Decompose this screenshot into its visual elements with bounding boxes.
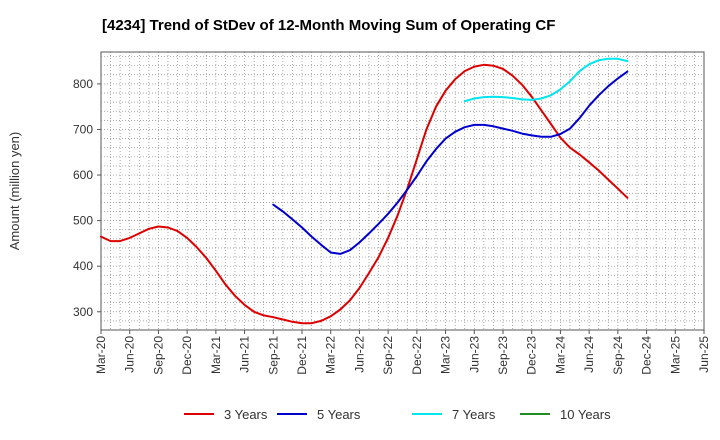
series-line-7-years [463,57,629,103]
legend-10-years-label: 10 Years [560,407,611,422]
x-tick-label: Jun-24 [582,336,596,373]
plot-frame [100,51,705,331]
x-tick-label: Mar-22 [324,336,338,374]
plot-area [100,51,705,331]
y-axis-ticks: 300 400 500 600 700 800 [73,77,101,319]
series-line-5-years [272,70,629,255]
x-tick-label: Jun-20 [123,336,137,373]
legend-3-years-label: 3 Years [224,407,268,422]
x-tick-label: Sep-20 [151,336,165,375]
x-tick-label: Sep-23 [496,336,510,375]
y-tick-label: 800 [73,77,93,91]
x-tick-label: Mar-25 [668,336,682,374]
x-tick-label: Dec-23 [525,336,539,375]
x-tick-label: Mar-23 [439,336,453,374]
x-tick-label: Jun-21 [238,336,252,373]
y-axis-label: Amount (million yen) [7,132,22,251]
y-tick-label: 700 [73,122,93,136]
x-tick-label: Mar-20 [94,336,108,374]
y-tick-label: 500 [73,214,93,228]
y-tick-label: 600 [73,168,93,182]
x-axis-ticks: Mar-20 Jun-20 Sep-20 Dec-20 Mar-21 Jun-21 Sep-… [94,330,711,375]
x-tick-label: Dec-21 [295,336,309,375]
x-tick-label: Sep-24 [611,336,625,375]
x-tick-label: Jun-23 [467,336,481,373]
legend: 3 Years 5 Years 7 Years 10 Years [184,407,611,422]
x-tick-label: Sep-21 [266,336,280,375]
chart-title: [4234] Trend of StDev of 12-Month Moving… [102,17,555,34]
legend-7-years-label: 7 Years [452,407,496,422]
legend-5-years-label: 5 Years [317,407,361,422]
x-tick-label: Jun-25 [697,336,711,373]
x-tick-label: Dec-24 [640,336,654,375]
series-lines [100,57,629,325]
x-tick-label: Mar-21 [209,336,223,374]
x-tick-label: Dec-20 [180,336,194,375]
x-tick-label: Jun-22 [352,336,366,373]
y-tick-label: 400 [73,259,93,273]
x-tick-label: Sep-22 [381,336,395,375]
x-tick-label: Mar-24 [553,336,567,374]
series-line-3-years [100,63,629,325]
x-tick-label: Dec-22 [410,336,424,375]
y-tick-label: 300 [73,305,93,319]
